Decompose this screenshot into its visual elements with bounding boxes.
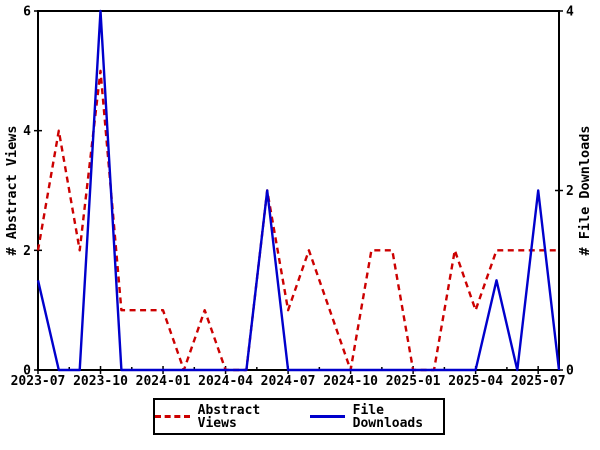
legend-label-file-downloads: File Downloads bbox=[352, 402, 424, 431]
left-axis-label: # Abstract Views bbox=[4, 125, 20, 255]
y-right-tick-label: 4 bbox=[566, 5, 574, 20]
y-left-tick-label: 2 bbox=[23, 244, 31, 259]
x-tick-label: 2024-10 bbox=[323, 374, 378, 389]
right-axis-label: # File Downloads bbox=[577, 125, 593, 255]
legend-item-file-downloads: File Downloads bbox=[310, 404, 443, 430]
x-tick-label: 2025-04 bbox=[448, 374, 503, 389]
x-tick-label: 2024-07 bbox=[261, 374, 316, 389]
series-line-abstract-views bbox=[36, 69, 559, 372]
x-tick-label: 2023-07 bbox=[11, 374, 66, 389]
y-left-tick-label: 6 bbox=[23, 5, 31, 20]
y-right-tick-label: 0 bbox=[566, 364, 574, 379]
series-line-file-downloads bbox=[36, 9, 561, 372]
y-left-tick-label: 0 bbox=[23, 364, 31, 379]
abstract-views-line-sample bbox=[155, 415, 190, 418]
x-tick-label: 2024-01 bbox=[136, 374, 191, 389]
y-right-tick-label: 2 bbox=[566, 184, 574, 199]
x-tick-label: 2024-04 bbox=[198, 374, 253, 389]
y-left-tick-label: 4 bbox=[23, 124, 31, 139]
file-downloads-line-sample bbox=[310, 415, 345, 418]
legend-label-abstract-views: Abstract Views bbox=[197, 402, 261, 431]
x-tick-label: 2025-07 bbox=[511, 374, 566, 389]
legend: Abstract Views File Downloads bbox=[153, 398, 445, 435]
x-tick-label: 2023-10 bbox=[73, 374, 128, 389]
x-tick-label: 2025-01 bbox=[386, 374, 441, 389]
legend-item-abstract-views: Abstract Views bbox=[155, 404, 288, 430]
